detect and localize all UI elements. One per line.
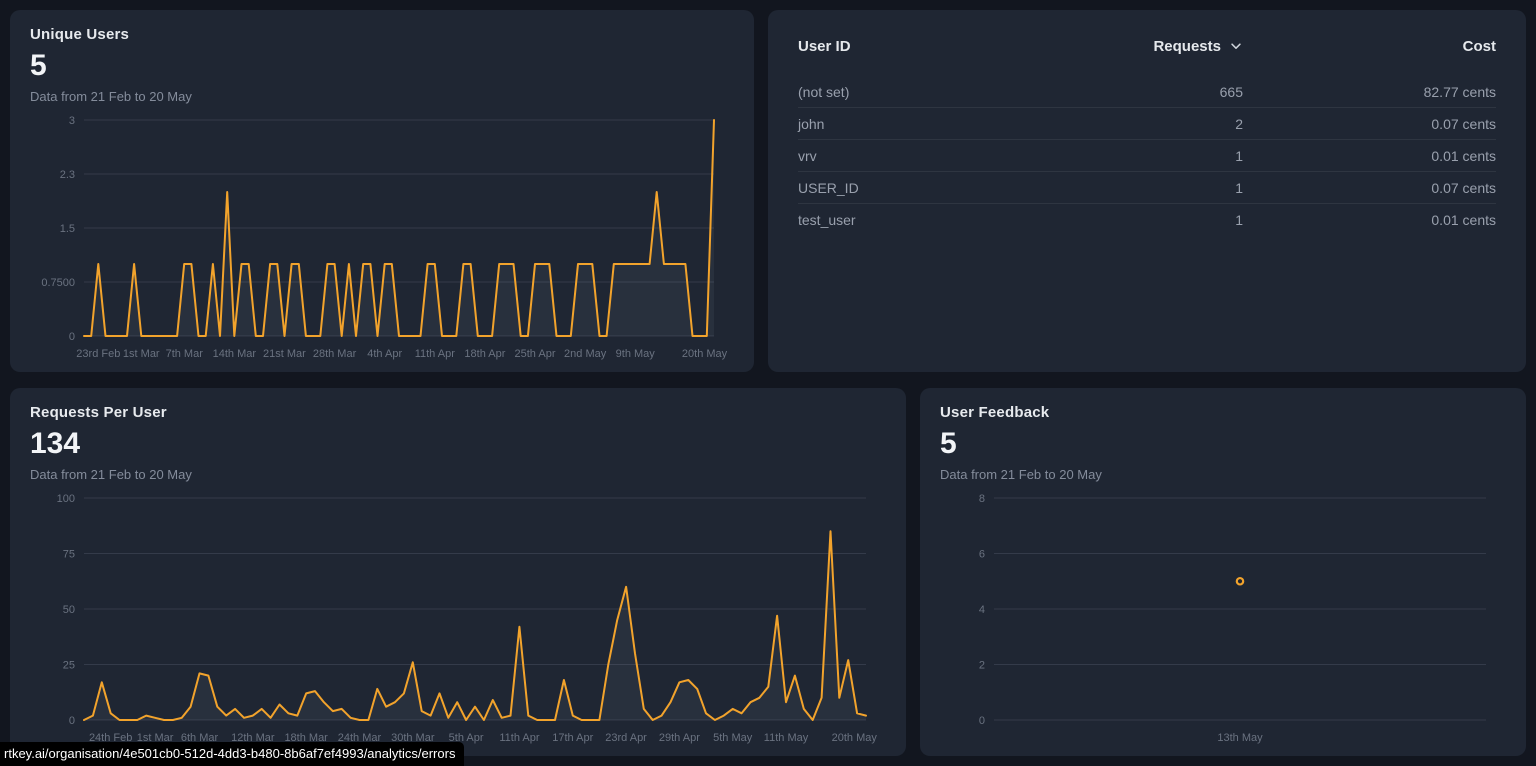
requests-per-user-chart: 100 75 50 25 0 24th Feb 1st Mar 6th Mar 12th Mar…	[30, 490, 886, 748]
x-axis-label: 1st Mar	[137, 732, 174, 744]
y-axis-label: 0	[69, 715, 75, 727]
x-axis-label: 24th Feb	[89, 732, 132, 744]
table-row[interactable]: vrv 1 0.01 cents	[798, 140, 1496, 172]
user-id-cell: john	[798, 115, 825, 132]
series-area-fill	[84, 120, 714, 336]
y-axis-label: 2.3	[60, 169, 75, 181]
y-axis-label: 6	[979, 548, 985, 560]
unique-users-card: Unique Users 5 Data from 21 Feb to 20 Ma…	[10, 10, 754, 372]
cost-cell: 0.07 cents	[1431, 115, 1496, 132]
x-axis-label: 18th Mar	[284, 732, 328, 744]
unique-users-date-range: Data from 21 Feb to 20 May	[30, 89, 192, 104]
y-axis-label: 25	[63, 659, 75, 671]
user-id-cell: vrv	[798, 147, 817, 164]
user-feedback-chart: 8 6 4 2 0 13th May	[940, 490, 1506, 748]
scatter-point	[1235, 576, 1245, 586]
chart-canvas: 8 6 4 2 0 13th May	[979, 493, 1486, 744]
x-axis-label: 6th Mar	[181, 732, 219, 744]
x-axis-label: 5th May	[713, 732, 753, 744]
x-axis-label: 11th Apr	[499, 732, 539, 744]
x-axis-label: 5th Apr	[449, 732, 484, 744]
y-axis-label: 3	[69, 115, 75, 127]
user-id-cell: (not set)	[798, 83, 850, 100]
x-axis-label: 20th May	[682, 348, 728, 360]
x-axis-label: 13th May	[1217, 732, 1263, 744]
line-series	[83, 119, 715, 337]
cost-cell: 82.77 cents	[1423, 83, 1496, 100]
x-axis-label: 11th May	[764, 732, 809, 744]
unique-users-value: 5	[30, 49, 47, 82]
x-axis-label: 2nd May	[564, 348, 607, 360]
x-axis-label: 14th Mar	[213, 348, 257, 360]
user-id-cell: test_user	[798, 212, 856, 228]
requests-cell: 1	[1235, 212, 1243, 228]
x-axis-label: 7th Mar	[166, 348, 204, 360]
series-area-fill	[84, 531, 866, 720]
unique-users-title: Unique Users	[30, 26, 130, 43]
table-header-row: User ID Requests Cost	[798, 26, 1496, 66]
x-axis-label: 30th Mar	[391, 732, 435, 744]
x-axis-label: 18th Apr	[464, 348, 505, 360]
x-axis-label: 11th Apr	[415, 348, 455, 360]
requests-cell: 1	[1235, 147, 1243, 164]
user-feedback-date-range: Data from 21 Feb to 20 May	[940, 467, 1102, 482]
chart-canvas: 100 75 50 25 0 24th Feb 1st Mar 6th Mar 12th Mar…	[57, 493, 878, 744]
user-id-cell: USER_ID	[798, 179, 859, 196]
cost-cell: 0.01 cents	[1431, 212, 1496, 228]
x-axis-label: 24th Mar	[338, 732, 382, 744]
x-axis-label: 23rd Apr	[605, 732, 647, 744]
y-axis-label: 1.5	[60, 223, 75, 235]
requests-per-user-date-range: Data from 21 Feb to 20 May	[30, 467, 192, 482]
chevron-down-icon[interactable]	[1229, 39, 1243, 53]
x-axis-label: 28th Mar	[313, 348, 357, 360]
table-row[interactable]: (not set) 665 82.77 cents	[798, 76, 1496, 108]
requests-cell: 2	[1235, 115, 1243, 132]
user-feedback-title: User Feedback	[940, 404, 1050, 421]
x-axis-label: 20th May	[832, 732, 878, 744]
x-axis-label: 21st Mar	[263, 348, 306, 360]
table-row[interactable]: john 2 0.07 cents	[798, 108, 1496, 140]
table-row[interactable]: USER_ID 1 0.07 cents	[798, 172, 1496, 204]
cost-cell: 0.01 cents	[1431, 147, 1496, 164]
x-axis-label: 17th Apr	[552, 732, 593, 744]
y-axis-label: 0.7500	[41, 277, 75, 289]
y-axis-label: 100	[57, 493, 75, 505]
y-axis-label: 50	[63, 604, 75, 616]
y-axis-label: 4	[979, 604, 985, 616]
cost-cell: 0.07 cents	[1431, 179, 1496, 196]
x-axis-label: 1st Mar	[123, 348, 160, 360]
requests-per-user-card: Requests Per User 134 Data from 21 Feb t…	[10, 388, 906, 756]
y-axis-label: 8	[979, 493, 985, 505]
x-axis-label: 25th Apr	[515, 348, 556, 360]
requests-per-user-value: 134	[30, 427, 81, 460]
user-feedback-value: 5	[940, 427, 957, 460]
user-table-card: User ID Requests Cost (not set) 665 82.7…	[768, 10, 1526, 372]
y-axis-label: 0	[69, 331, 75, 343]
table-row[interactable]: test_user 1 0.01 cents	[798, 204, 1496, 236]
requests-cell: 665	[1219, 83, 1243, 100]
requests-per-user-title: Requests Per User	[30, 404, 167, 421]
unique-users-chart: 3 2.3 1.5 0.7500 0 23rd Feb 1st Mar 7th Mar 14th…	[30, 112, 734, 364]
requests-header[interactable]: Requests	[1063, 38, 1243, 55]
user-id-header: User ID	[798, 37, 851, 55]
requests-cell: 1	[1235, 179, 1243, 196]
x-axis-label: 29th Apr	[659, 732, 700, 744]
y-axis-label: 75	[63, 548, 75, 560]
line-series	[83, 530, 867, 721]
x-axis-label: 9th May	[616, 348, 656, 360]
x-axis-label: 12th Mar	[231, 732, 275, 744]
x-axis-label: 23rd Feb	[76, 348, 120, 360]
x-axis-label: 4th Apr	[367, 348, 402, 360]
cost-header: Cost	[1462, 37, 1496, 55]
user-feedback-card: User Feedback 5 Data from 21 Feb to 20 M…	[920, 388, 1526, 756]
y-axis-label: 2	[979, 659, 985, 671]
y-axis-label: 0	[979, 715, 985, 727]
status-bar-url: rtkey.ai/organisation/4e501cb0-512d-4dd3…	[0, 742, 465, 766]
requests-header-label: Requests	[1153, 37, 1221, 55]
